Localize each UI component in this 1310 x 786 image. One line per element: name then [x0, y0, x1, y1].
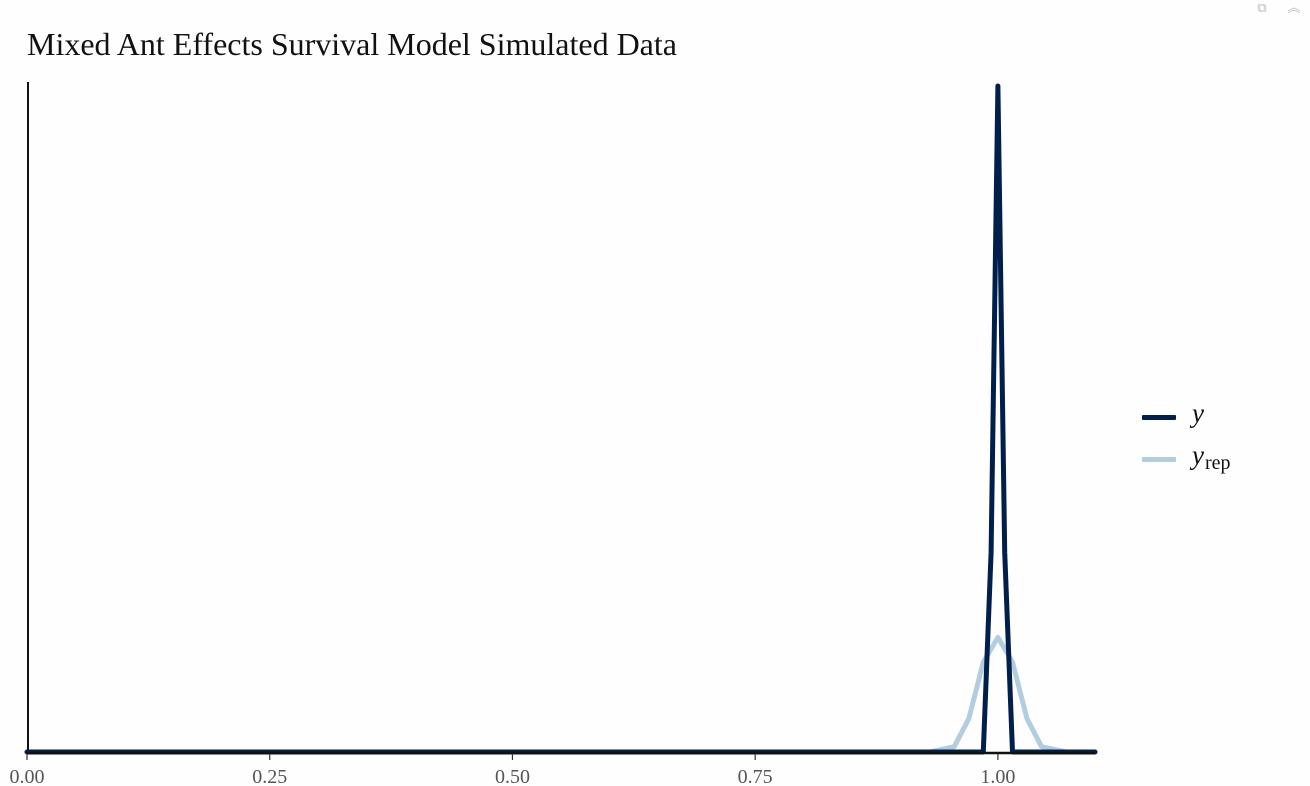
- legend-label-y-rep: yrep: [1192, 440, 1231, 474]
- legend-item-y-rep: yrep: [1142, 440, 1282, 482]
- chart-title: Mixed Ant Effects Survival Model Simulat…: [27, 26, 677, 62]
- legend-label-y: y: [1192, 398, 1204, 428]
- legend-swatch-y: [1142, 415, 1176, 420]
- legend: y yrep: [1142, 398, 1282, 482]
- x-tick-label-4: 1.00: [980, 766, 1015, 786]
- legend-swatch-y-rep: [1142, 457, 1176, 462]
- collapse-chevron-icon[interactable]: ︽: [1287, 0, 1301, 15]
- expand-icon[interactable]: ⧉: [1257, 0, 1267, 15]
- series-line-y-rep: [24, 634, 1098, 755]
- corner-toolbar: ⧉ ︽: [1240, 0, 1310, 18]
- x-tick-label-0: 0.00: [10, 766, 45, 786]
- x-tick-label-2: 0.50: [495, 766, 530, 786]
- legend-item-y: y: [1142, 398, 1282, 440]
- x-tick-label-1: 0.25: [252, 766, 287, 786]
- x-tick-label-3: 0.75: [738, 766, 773, 786]
- series-line-y: [24, 83, 1098, 755]
